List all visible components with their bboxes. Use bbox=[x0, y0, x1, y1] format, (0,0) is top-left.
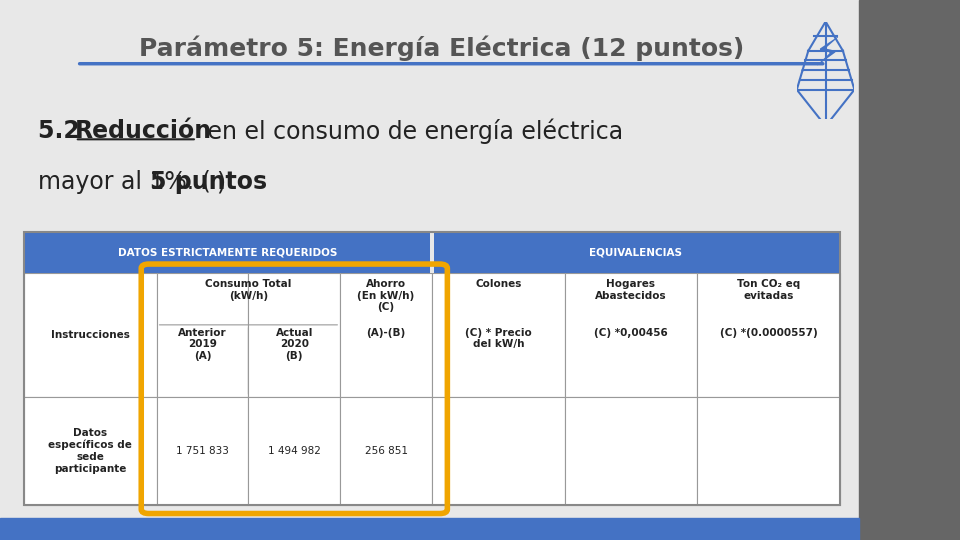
Text: Actual
2020
(B): Actual 2020 (B) bbox=[276, 328, 313, 361]
Text: Anterior
2019
(A): Anterior 2019 (A) bbox=[179, 328, 227, 361]
Text: Hogares
Abastecidos: Hogares Abastecidos bbox=[595, 279, 666, 301]
Text: ): ) bbox=[216, 170, 226, 194]
Text: (A)-(B): (A)-(B) bbox=[367, 328, 406, 338]
Text: Parámetro 5: Energía Eléctrica (12 puntos): Parámetro 5: Energía Eléctrica (12 punto… bbox=[139, 35, 744, 60]
Text: 256 851: 256 851 bbox=[365, 446, 408, 456]
Text: DATOS ESTRICTAMENTE REQUERIDOS: DATOS ESTRICTAMENTE REQUERIDOS bbox=[118, 247, 338, 258]
Text: (C) * Precio
del kW/h: (C) * Precio del kW/h bbox=[465, 328, 532, 349]
Text: Colones: Colones bbox=[475, 279, 521, 289]
Text: ⚡: ⚡ bbox=[814, 35, 841, 73]
Text: Reducción: Reducción bbox=[75, 119, 212, 143]
Text: 5 puntos: 5 puntos bbox=[150, 170, 267, 194]
Text: 1 494 982: 1 494 982 bbox=[268, 446, 321, 456]
Text: en el consumo de energía eléctrica: en el consumo de energía eléctrica bbox=[200, 119, 623, 144]
Text: EQUIVALENCIAS: EQUIVALENCIAS bbox=[589, 247, 683, 258]
Text: (C) *(0.0000557): (C) *(0.0000557) bbox=[720, 328, 818, 338]
Text: Ton CO₂ eq
evitadas: Ton CO₂ eq evitadas bbox=[737, 279, 801, 301]
Text: Ahorro
(En kW/h)
(C): Ahorro (En kW/h) (C) bbox=[357, 279, 415, 312]
Text: Instrucciones: Instrucciones bbox=[51, 330, 130, 340]
Text: Datos
específicos de
sede
participante: Datos específicos de sede participante bbox=[48, 428, 132, 474]
Text: Consumo Total
(kW/h): Consumo Total (kW/h) bbox=[205, 279, 292, 301]
Text: 5.2: 5.2 bbox=[38, 119, 97, 143]
Text: 1 751 833: 1 751 833 bbox=[176, 446, 228, 456]
Text: (C) *0,00456: (C) *0,00456 bbox=[594, 328, 668, 338]
Text: mayor al 1%. (: mayor al 1%. ( bbox=[38, 170, 211, 194]
